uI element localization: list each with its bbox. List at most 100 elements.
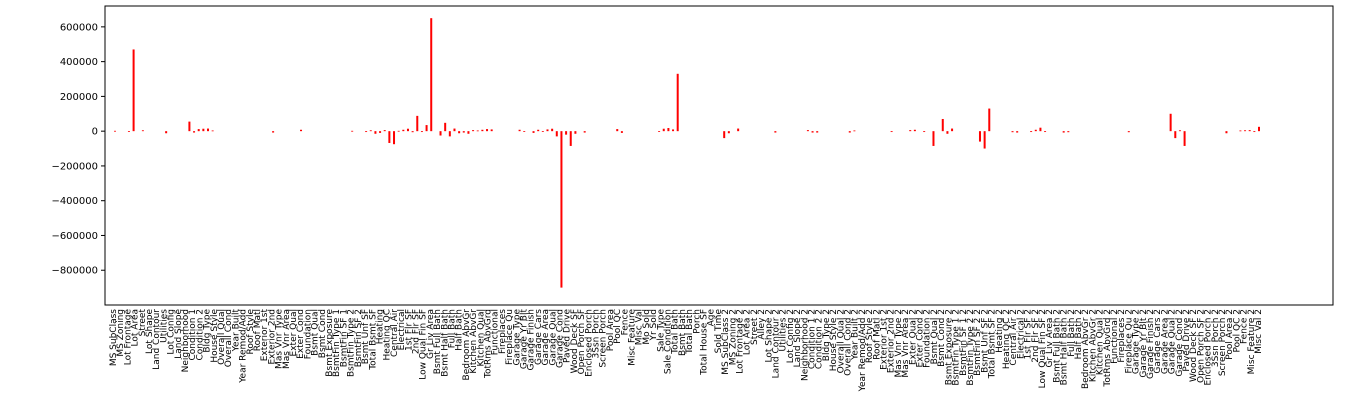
x-tick-label: Garage Yr Blt bbox=[519, 309, 529, 370]
x-tick-label: Fireplace Qu 2 bbox=[1124, 309, 1134, 374]
x-tick-label: 1st Flr SF bbox=[404, 309, 414, 351]
bar bbox=[472, 130, 475, 132]
bar bbox=[467, 131, 470, 134]
x-tick-label: BsmtFin Type 1 2 bbox=[952, 309, 962, 386]
x-tick-label: Bedroom AbvGr bbox=[462, 309, 472, 381]
bar bbox=[1044, 131, 1047, 133]
x-tick-label: Foundation 2 bbox=[923, 309, 933, 368]
x-tick-label: Sale Type bbox=[656, 309, 666, 352]
bar bbox=[518, 129, 521, 132]
x-tick-label: Overall Cond 2 bbox=[844, 309, 854, 376]
x-tick-label: Enclosed Porch 2 bbox=[1204, 309, 1214, 386]
x-tick-label: Screen Porch 2 bbox=[1218, 309, 1228, 376]
x-tick-label: Garage Qual 2 bbox=[1168, 309, 1178, 374]
x-tick-label: Functional 2 bbox=[1110, 309, 1120, 364]
x-tick-label: Bsmt Unf SF 2 bbox=[980, 309, 990, 373]
x-tick-label: Electrical 2 bbox=[1016, 309, 1026, 359]
x-tick-label: Garage Cars bbox=[534, 309, 544, 365]
x-tick-label: Low Qual Fin SF bbox=[419, 309, 429, 380]
x-tick-label: Lot Area 2 bbox=[743, 309, 753, 355]
x-tick-label: Porch bbox=[692, 309, 702, 334]
bar bbox=[537, 129, 540, 132]
x-tick-label: Electrical bbox=[397, 309, 407, 350]
bar bbox=[1016, 131, 1019, 133]
bar bbox=[658, 131, 661, 132]
plot-frame bbox=[104, 5, 1334, 306]
x-tick-label: Utilities bbox=[159, 309, 169, 343]
x-tick-label: Wood Deck SF bbox=[570, 309, 580, 373]
x-tick-label: Wood Deck SF 2 bbox=[1189, 309, 1199, 382]
bar bbox=[662, 128, 665, 132]
x-tick-label: MS Zoning 2 bbox=[728, 309, 738, 365]
x-tick-label: Fence 2 bbox=[1240, 309, 1250, 344]
x-tick-label: 1st Flr SF 2 bbox=[1024, 309, 1034, 360]
x-tick-label: Bsmt Unf SF bbox=[361, 309, 371, 364]
bar bbox=[402, 129, 405, 132]
x-tick-label: Fireplaces bbox=[498, 309, 508, 354]
x-tick-label: Land Slope 2 bbox=[793, 309, 803, 367]
x-tick-label: Heating QC bbox=[383, 309, 393, 361]
bar bbox=[383, 130, 386, 132]
bar bbox=[932, 131, 935, 146]
bar bbox=[490, 129, 493, 132]
bar bbox=[574, 131, 577, 134]
bar bbox=[988, 108, 991, 132]
x-tick-label: Total Bsmt SF 2 bbox=[988, 309, 998, 379]
bar bbox=[207, 128, 210, 132]
x-tick-label: Overall Qual 2 bbox=[836, 309, 846, 373]
bar bbox=[1127, 131, 1130, 133]
x-tick-label: Bsmt Cond 2 bbox=[937, 309, 947, 367]
x-tick-label: Kitchen Qual bbox=[476, 309, 486, 367]
x-tick-label: Central Air bbox=[390, 309, 400, 357]
x-tick-label: Garage Area bbox=[541, 309, 551, 366]
x-tick-label: Exter Qual bbox=[289, 309, 299, 356]
x-tick-label: Land Contour 2 bbox=[772, 309, 782, 378]
x-tick-label: Bsmt Half Bath 2 bbox=[1060, 309, 1070, 385]
x-tick-label: BsmtFin SF 1 bbox=[339, 309, 349, 367]
bar bbox=[351, 130, 354, 132]
x-tick-label: Garage Cond 2 bbox=[1175, 309, 1185, 377]
x-tick-label: Roof Matl bbox=[253, 309, 263, 351]
x-tick-label: 3Ssn Porch bbox=[591, 309, 601, 358]
x-tick-label: Land Slope bbox=[174, 309, 184, 359]
x-tick-label: 2nd Flr SF 2 bbox=[1031, 309, 1041, 363]
bar bbox=[1034, 129, 1037, 132]
x-tick-label: Pool QC bbox=[613, 309, 623, 344]
bar bbox=[941, 118, 944, 132]
bar bbox=[425, 125, 428, 132]
bar bbox=[551, 128, 554, 132]
x-tick-label: BsmtFin SF 2 2 bbox=[973, 309, 983, 376]
bar bbox=[541, 131, 544, 132]
x-tick-label: Functional bbox=[491, 309, 501, 355]
bar bbox=[1244, 130, 1247, 132]
x-tick-label: Alley 2 bbox=[757, 309, 767, 340]
x-tick-label: Roof Style bbox=[246, 309, 256, 355]
bar bbox=[458, 131, 461, 134]
bar bbox=[890, 131, 893, 133]
x-tick-label: Neighborhood bbox=[181, 309, 191, 372]
bar bbox=[1030, 131, 1033, 133]
x-tick-label: Exter Cond bbox=[296, 309, 306, 359]
x-tick-label: BsmtFin Type 1 bbox=[332, 309, 342, 377]
x-tick-label: Total House SF bbox=[700, 309, 710, 376]
x-tick-label: Lot Frontage bbox=[123, 309, 133, 366]
x-tick-label: BsmtFin SF 2 bbox=[354, 309, 364, 367]
bar bbox=[406, 128, 409, 132]
x-tick-label: MS SubClass bbox=[109, 309, 119, 366]
x-tick-label: House Style bbox=[210, 309, 220, 363]
x-tick-label: Condition 2 bbox=[195, 309, 205, 361]
x-tick-label: Condition 1 2 bbox=[808, 309, 818, 369]
y-tick-label: −400000 bbox=[51, 196, 98, 207]
x-tick-label: Mas Vnr Type bbox=[275, 309, 285, 369]
bar bbox=[165, 131, 168, 134]
x-tick-label: 2nd Flr SF bbox=[411, 309, 421, 354]
x-tick-label: Total Bsmt SF bbox=[368, 309, 378, 371]
x-tick-label: Total Bath bbox=[685, 309, 695, 355]
x-tick-label: Kitchen AbvGr 2 bbox=[1088, 309, 1098, 382]
x-tick-label: Exterior 1st 2 bbox=[880, 309, 890, 370]
x-tick-label: Yr Sold bbox=[649, 309, 659, 342]
bar bbox=[569, 131, 572, 146]
bar bbox=[365, 131, 368, 133]
